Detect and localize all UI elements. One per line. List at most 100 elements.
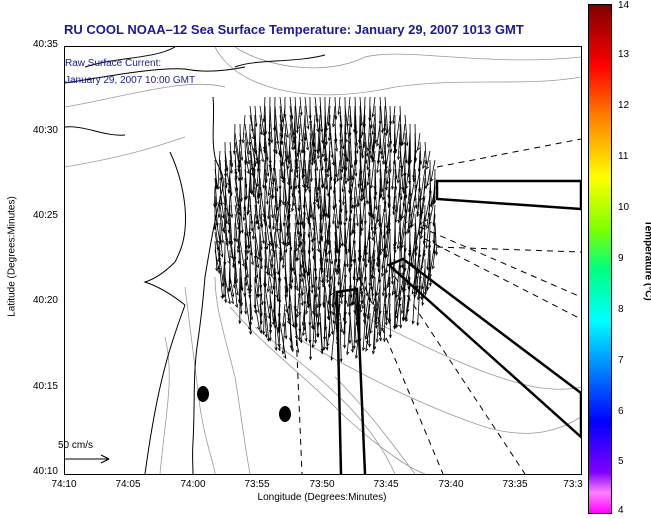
current-vector: [401, 195, 406, 219]
current-vector: [317, 303, 321, 337]
colorbar-tick: 10: [618, 202, 630, 213]
current-vector: [219, 267, 223, 299]
current-vector-head: [392, 206, 396, 211]
current-vector: [424, 141, 427, 164]
current-vector: [289, 96, 293, 119]
current-vector: [359, 159, 364, 198]
current-vector: [279, 213, 284, 245]
y-axis-label: Latitude (Degrees:Minutes): [6, 196, 18, 317]
current-vector-head: [261, 240, 265, 245]
current-vector: [340, 258, 346, 293]
current-vector-head: [321, 213, 324, 218]
current-vector-head: [380, 248, 384, 253]
current-vector-head: [234, 304, 238, 309]
current-vector: [419, 249, 426, 279]
current-vector: [299, 213, 302, 237]
current-vector-head: [286, 320, 290, 325]
current-vector: [325, 96, 331, 131]
current-vector: [239, 168, 242, 202]
current-vector: [339, 150, 342, 180]
current-vector: [338, 96, 341, 115]
current-vector-head: [301, 292, 305, 297]
current-vector: [324, 195, 327, 217]
current-vector: [229, 186, 233, 218]
y-tick-label: 40:25: [32, 210, 58, 221]
current-vector-head: [252, 236, 256, 240]
current-vector-head: [305, 310, 309, 315]
current-vector-head: [413, 197, 417, 202]
current-vector: [283, 159, 286, 181]
current-vector: [289, 150, 293, 172]
y-tick-label: 40:35: [32, 39, 58, 50]
current-vector-head: [429, 273, 432, 278]
current-vector: [369, 312, 371, 347]
current-vector: [312, 114, 316, 146]
current-vector: [304, 321, 307, 342]
current-vector-head: [240, 287, 244, 292]
current-vector: [303, 294, 306, 330]
current-vector: [404, 285, 411, 320]
current-vector: [271, 231, 276, 268]
current-vector: [354, 123, 358, 154]
current-vector-head: [341, 145, 345, 150]
current-vector-head: [362, 196, 366, 201]
current-vector: [308, 213, 311, 238]
current-vector: [334, 231, 337, 251]
current-vector: [319, 186, 324, 217]
current-vector: [388, 303, 391, 323]
current-vector: [398, 204, 401, 223]
current-vector: [329, 303, 334, 335]
current-vector-head: [309, 178, 313, 183]
current-vector: [348, 222, 351, 253]
current-vector-head: [355, 278, 359, 283]
colorbar-tick: 4: [618, 505, 624, 516]
current-vector-head: [401, 173, 404, 178]
current-vector-head: [290, 348, 294, 353]
current-vector: [249, 159, 252, 194]
current-vector: [409, 150, 411, 184]
current-vector-head: [262, 330, 266, 335]
current-vector-head: [273, 319, 277, 324]
colorbar-tick: 13: [618, 49, 630, 60]
current-vector-head: [282, 201, 286, 206]
current-vector: [302, 267, 306, 296]
current-vector-head: [405, 318, 409, 323]
current-vector-head: [360, 300, 364, 305]
current-vector-head: [369, 155, 373, 160]
current-vector-head: [404, 220, 408, 225]
current-vector: [292, 168, 296, 197]
current-vector: [294, 204, 299, 225]
current-vector: [279, 96, 284, 123]
current-vector-head: [341, 294, 345, 298]
current-vector-head: [297, 243, 301, 248]
current-vector-head: [268, 337, 272, 342]
current-vector: [314, 150, 318, 171]
current-vector-head: [380, 129, 384, 134]
current-vector: [304, 96, 309, 129]
current-vector-head: [327, 215, 330, 220]
current-vector: [288, 222, 291, 245]
current-vector: [381, 294, 386, 331]
current-vector: [405, 186, 411, 224]
current-vector: [219, 168, 226, 206]
current-vector: [249, 114, 255, 139]
current-vector: [385, 222, 391, 257]
current-vector: [247, 186, 251, 213]
current-vector-head: [282, 323, 286, 328]
current-vector-head: [306, 125, 310, 130]
current-vector-head: [257, 226, 261, 231]
current-vector: [294, 321, 299, 353]
current-vector: [309, 294, 314, 329]
current-vector: [349, 105, 352, 127]
current-vector-head: [414, 291, 418, 296]
x-tick-label: 73:3: [563, 479, 583, 490]
dashed-radials: [294, 138, 581, 474]
current-vector: [214, 168, 218, 189]
current-vector: [353, 312, 356, 349]
current-vector: [420, 186, 426, 215]
y-tick-label: 40:30: [32, 125, 58, 136]
current-vector: [346, 321, 351, 355]
current-vector: [284, 276, 288, 297]
current-vector: [219, 213, 224, 243]
current-vector: [289, 294, 294, 327]
